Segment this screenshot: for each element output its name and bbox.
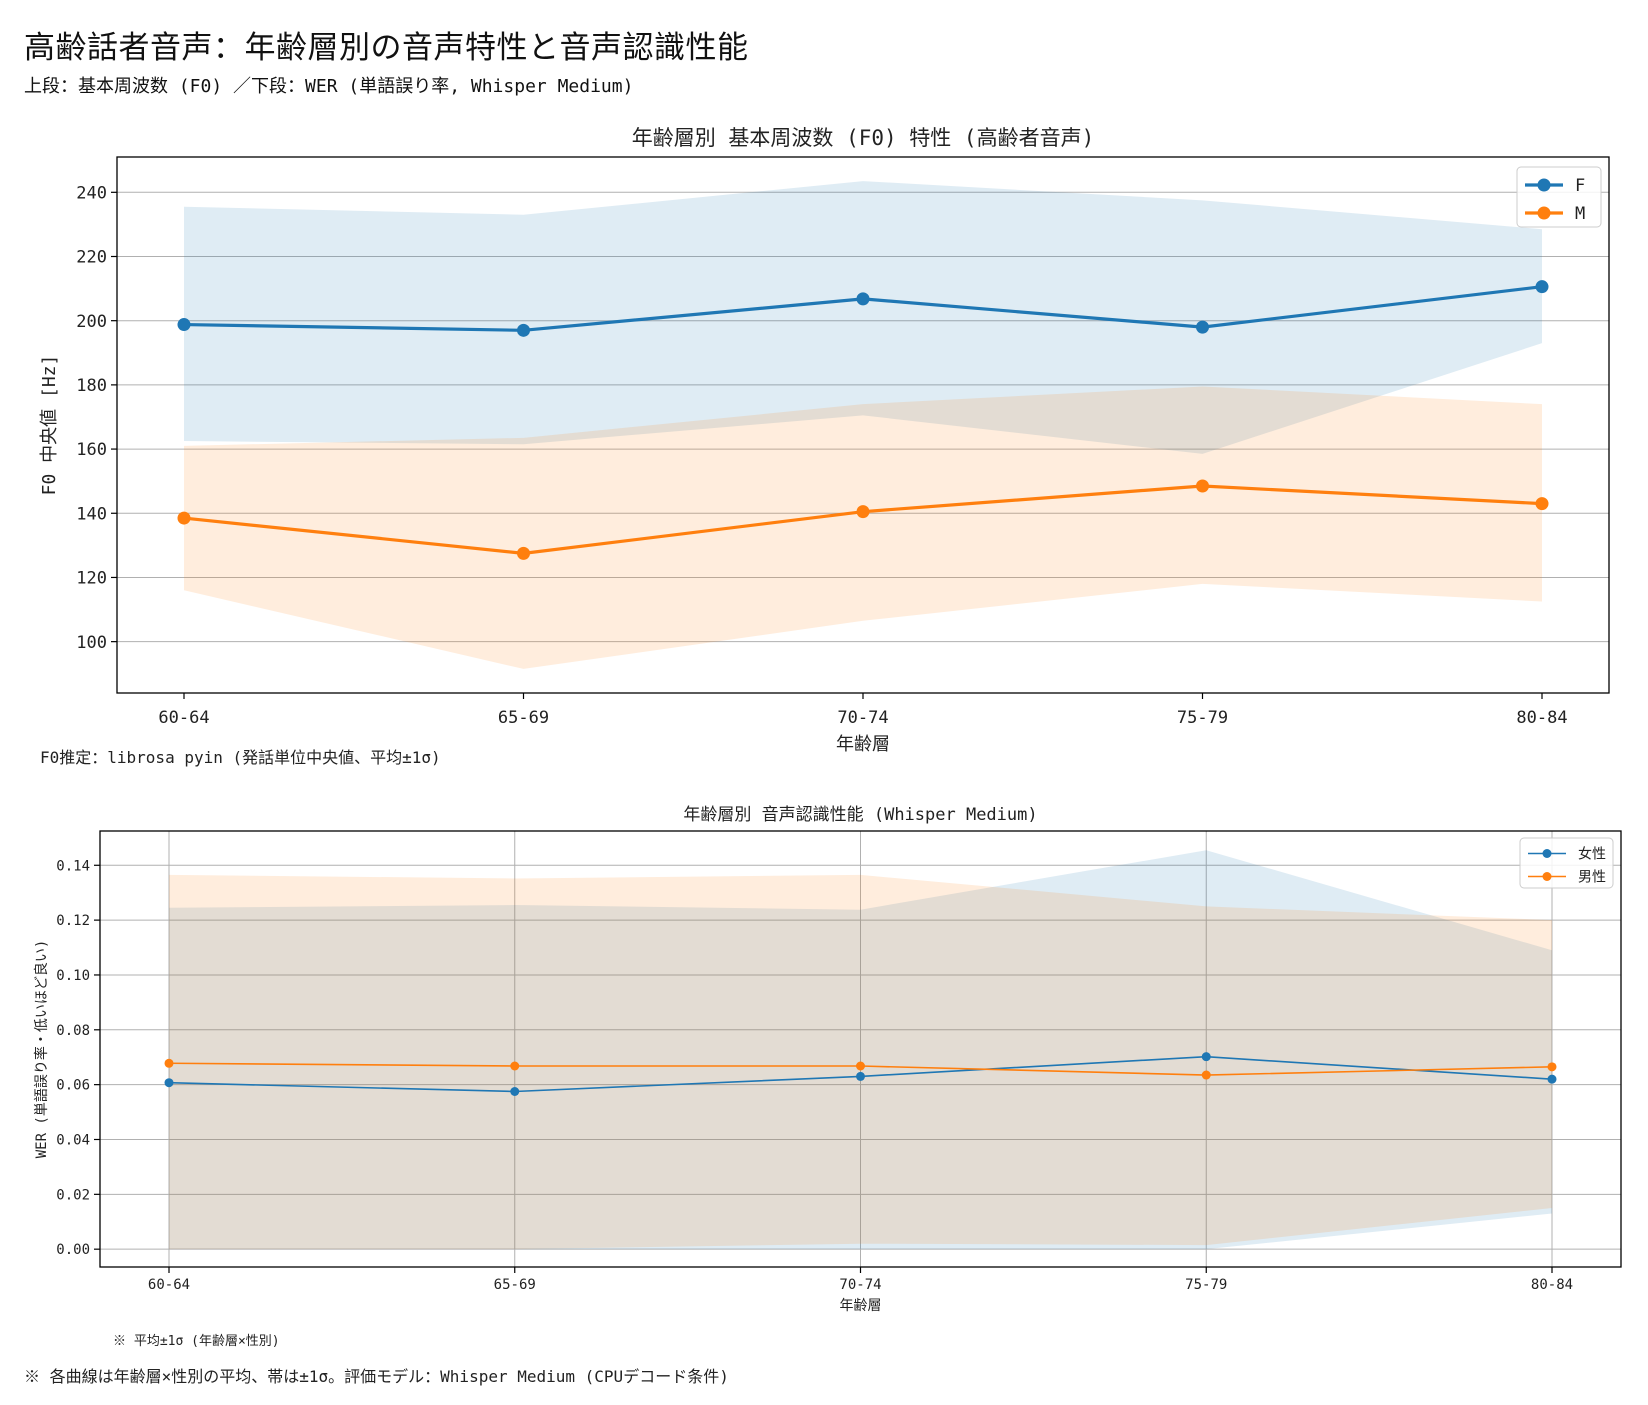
legend-marker-M bbox=[1537, 206, 1551, 220]
legend-label-F: F bbox=[1575, 176, 1585, 196]
x-tick-label: 75-79 bbox=[1177, 708, 1228, 728]
y-tick-label: 120 bbox=[76, 569, 107, 589]
x-tick-label: 70-74 bbox=[839, 1277, 881, 1293]
y-tick-label: 220 bbox=[76, 248, 107, 268]
data-point-女性-65-69 bbox=[510, 1087, 520, 1097]
data-point-F-60-64 bbox=[177, 318, 191, 332]
band-F bbox=[184, 181, 1542, 454]
chart-note: ※ 平均±1σ (年齢層×性別) bbox=[113, 1334, 280, 1349]
data-point-男性-75-79 bbox=[1201, 1070, 1211, 1080]
data-point-女性-75-79 bbox=[1201, 1052, 1211, 1062]
legend-marker-F bbox=[1537, 178, 1551, 192]
legend-box bbox=[1516, 166, 1602, 228]
data-point-男性-60-64 bbox=[164, 1058, 174, 1068]
y-tick-label: 0.12 bbox=[56, 913, 90, 929]
data-point-男性-70-74 bbox=[856, 1061, 865, 1071]
y-axis-label: WER (単語誤り率・低いほど良い) bbox=[33, 940, 50, 1159]
data-point-F-80-84 bbox=[1535, 280, 1549, 294]
legend-label-男性: 男性 bbox=[1578, 870, 1606, 886]
x-tick-label: 65-69 bbox=[494, 1277, 536, 1293]
data-point-M-70-74 bbox=[856, 505, 870, 519]
y-axis-label: F0 中央値 [Hz] bbox=[39, 355, 60, 496]
footer-note: ※ 各曲線は年齢層×性別の平均、帯は±1σ。評価モデル：Whisper Medi… bbox=[24, 1367, 729, 1386]
legend-marker-女性 bbox=[1542, 849, 1552, 858]
data-point-F-75-79 bbox=[1196, 320, 1209, 334]
y-tick-label: 0.10 bbox=[56, 968, 90, 984]
y-tick-label: 100 bbox=[76, 633, 107, 653]
x-axis-label: 年齢層 bbox=[836, 734, 890, 755]
chart-title: 年齢層別 基本周波数 (F0) 特性 (高齢者音声) bbox=[632, 126, 1094, 150]
y-tick-label: 200 bbox=[76, 312, 107, 332]
data-point-女性-70-74 bbox=[856, 1071, 865, 1081]
x-tick-label: 65-69 bbox=[498, 708, 549, 728]
legend-marker-男性 bbox=[1542, 872, 1552, 881]
y-tick-label: 240 bbox=[76, 183, 107, 203]
f0-chart: 年齢層別 基本周波数 (F0) 特性 (高齢者音声) 100 120 140 160 18… bbox=[39, 126, 1610, 767]
x-tick-label: 60-64 bbox=[158, 708, 209, 728]
y-tick-label: 0.04 bbox=[56, 1133, 90, 1149]
x-tick-label: 75-79 bbox=[1185, 1277, 1227, 1293]
data-point-男性-65-69 bbox=[510, 1061, 520, 1071]
data-point-男性-80-84 bbox=[1547, 1062, 1557, 1072]
x-tick-label: 80-84 bbox=[1531, 1277, 1573, 1293]
y-tick-label: 0.06 bbox=[56, 1078, 90, 1094]
page-title: 高齢話者音声：年齢層別の音声特性と音声認識性能 bbox=[24, 30, 749, 66]
y-tick-label: 0.14 bbox=[56, 858, 90, 874]
data-point-M-80-84 bbox=[1535, 497, 1549, 511]
legend: FM bbox=[1516, 166, 1602, 228]
x-tick-label: 60-64 bbox=[148, 1277, 190, 1293]
x-tick-label: 80-84 bbox=[1516, 708, 1567, 728]
band-女性 bbox=[169, 850, 1552, 1250]
data-point-M-60-64 bbox=[177, 511, 191, 525]
y-tick-label: 0.00 bbox=[56, 1242, 90, 1258]
data-point-F-65-69 bbox=[517, 323, 530, 337]
legend-label-女性: 女性 bbox=[1578, 846, 1606, 863]
data-point-女性-80-84 bbox=[1547, 1074, 1557, 1084]
y-tick-label: 140 bbox=[76, 504, 107, 524]
y-tick-label: 180 bbox=[76, 376, 107, 396]
data-point-女性-60-64 bbox=[164, 1078, 174, 1088]
x-tick-label: 70-74 bbox=[837, 708, 888, 728]
y-tick-label: 0.08 bbox=[56, 1023, 90, 1039]
chart-title: 年齢層別 音声認識性能 (Whisper Medium) bbox=[683, 805, 1037, 825]
chart-note: F0推定：librosa pyin (発話単位中央値、平均±1σ) bbox=[40, 748, 441, 767]
y-tick-label: 160 bbox=[76, 440, 107, 460]
y-tick-label: 0.02 bbox=[56, 1187, 90, 1203]
data-point-M-75-79 bbox=[1196, 479, 1209, 493]
legend-label-M: M bbox=[1575, 204, 1585, 224]
data-point-F-70-74 bbox=[856, 292, 870, 306]
data-point-M-65-69 bbox=[517, 546, 530, 560]
wer-chart: 年齢層別 音声認識性能 (Whisper Medium) 0.00 0.02 0.04… bbox=[33, 805, 1622, 1349]
page-subtitle: 上段：基本周波数 (F0) ／下段：WER (単語誤り率, Whisper Me… bbox=[24, 76, 634, 97]
band-M bbox=[184, 386, 1542, 669]
x-axis-label: 年齢層 bbox=[840, 1298, 882, 1314]
